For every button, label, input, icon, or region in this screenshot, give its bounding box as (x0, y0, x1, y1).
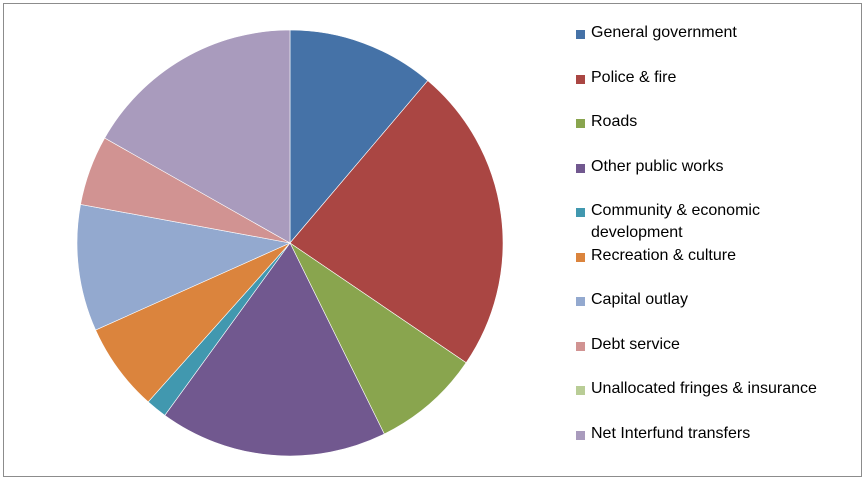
legend-label: Police & fire (591, 68, 677, 86)
pie-slice-0 (289, 29, 429, 244)
legend-swatch (576, 208, 585, 217)
legend-label: Other public works (591, 157, 724, 175)
legend-label: Roads (591, 113, 638, 130)
pie-slice-9 (104, 29, 291, 244)
legend-label: Capital outlay (591, 291, 688, 308)
legend-label: Unallocated fringes & insurance (591, 380, 817, 397)
chart-area: General government Police & fire Roads Othe… (3, 3, 862, 477)
pie-slice-2 (289, 242, 467, 435)
legend-label: Net Interfund transfers (591, 424, 751, 442)
pie-chart (76, 29, 504, 457)
legend-label: General government (591, 24, 737, 41)
legend-swatch (576, 119, 585, 128)
pie-slices (76, 29, 504, 457)
legend-swatch (576, 341, 585, 351)
legend-swatch (576, 386, 585, 395)
legend-swatch (576, 74, 585, 84)
pie-slice-6 (76, 204, 292, 331)
legend-swatch (576, 30, 585, 39)
legend-swatch (576, 430, 585, 440)
legend-swatch (576, 163, 585, 173)
legend-label: Debt service (591, 335, 680, 353)
legend-label: Community & economic development (591, 202, 760, 241)
legend-swatch (576, 252, 585, 262)
pie-slice-1 (289, 80, 504, 364)
pie-slice-3 (164, 242, 385, 457)
legend-swatch (576, 297, 585, 306)
legend-label: Recreation & culture (591, 246, 736, 264)
